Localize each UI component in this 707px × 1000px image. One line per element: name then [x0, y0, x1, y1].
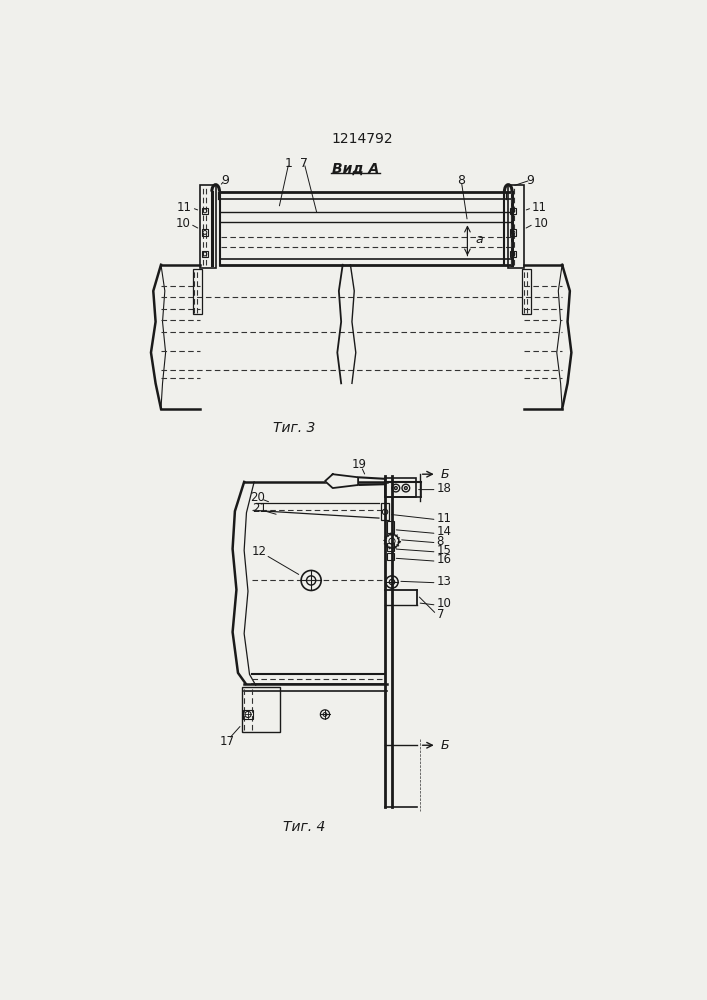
Bar	[510, 229, 516, 235]
Bar	[387, 553, 394, 560]
Bar	[192, 269, 201, 314]
Bar	[242, 687, 281, 732]
Text: 15: 15	[437, 544, 452, 557]
Polygon shape	[325, 474, 358, 488]
Text: 17: 17	[220, 735, 235, 748]
Text: 10: 10	[175, 217, 190, 230]
Text: 18: 18	[437, 482, 452, 495]
Text: 16: 16	[437, 553, 452, 566]
Bar	[381, 503, 389, 520]
Text: Б: Б	[440, 739, 449, 752]
Text: 7: 7	[300, 157, 308, 170]
Bar	[508, 185, 524, 268]
Text: Τиг. 3: Τиг. 3	[273, 421, 315, 435]
Text: 19: 19	[352, 458, 367, 471]
Text: 13: 13	[437, 575, 452, 588]
Text: 12: 12	[252, 545, 267, 558]
Text: 8: 8	[457, 174, 465, 187]
Text: 14: 14	[437, 525, 452, 538]
Text: Б: Б	[440, 468, 449, 481]
Text: 1: 1	[285, 157, 293, 170]
Bar	[201, 229, 208, 235]
Text: 21: 21	[252, 502, 267, 515]
Circle shape	[404, 487, 407, 490]
Bar	[387, 543, 394, 551]
Text: Τиг. 4: Τиг. 4	[283, 820, 325, 834]
Text: 11: 11	[437, 512, 452, 525]
Text: 11: 11	[532, 201, 547, 214]
Text: 10: 10	[534, 217, 549, 230]
Bar	[510, 251, 516, 257]
Text: 7: 7	[437, 608, 444, 621]
Text: 10: 10	[437, 597, 452, 610]
Text: Вид A: Вид A	[332, 162, 380, 176]
Text: 1214792: 1214792	[331, 132, 393, 146]
Bar	[385, 478, 416, 497]
Bar	[243, 710, 252, 719]
Bar	[510, 208, 516, 214]
Bar	[522, 269, 532, 314]
Bar	[201, 208, 208, 214]
Text: 9: 9	[221, 174, 229, 187]
Text: a: a	[475, 233, 483, 246]
Text: 9: 9	[527, 174, 534, 187]
Text: 20: 20	[250, 491, 265, 504]
Text: 8: 8	[437, 535, 444, 548]
Circle shape	[395, 487, 397, 490]
Bar	[201, 251, 208, 257]
Bar	[387, 521, 394, 533]
Text: 11: 11	[177, 201, 192, 214]
Bar	[200, 185, 216, 268]
